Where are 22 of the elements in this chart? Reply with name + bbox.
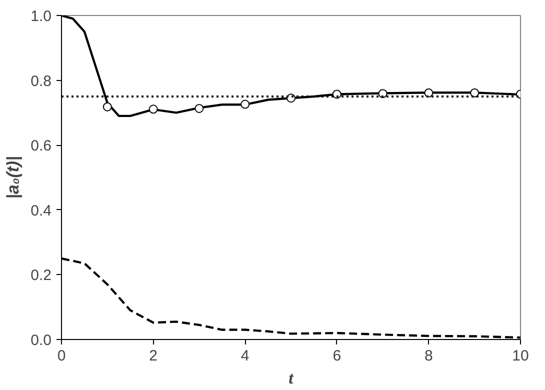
point <box>102 102 112 112</box>
point <box>240 100 250 109</box>
x-tick-label: 4 <box>240 348 250 364</box>
y-axis-title: |a₀(t)| <box>4 156 23 199</box>
y-tick-label: 0.6 <box>30 138 52 155</box>
x-tick-label: 0 <box>57 348 66 364</box>
x-axis-title: t <box>288 368 295 388</box>
point <box>194 104 204 113</box>
x-tick-label: 8 <box>424 348 433 364</box>
x-tick-label: 10 <box>512 348 529 364</box>
x-tick-label: 2 <box>149 348 158 364</box>
y-tick-label: 0.0 <box>30 332 52 349</box>
y-tick-label: 0.4 <box>30 202 52 220</box>
y-tick-label: 1.0 <box>30 8 52 25</box>
y-tick-label: 0.8 <box>30 72 52 90</box>
x-tick-label: 6 <box>332 348 342 364</box>
y-tick-label: 0.2 <box>30 267 52 284</box>
point <box>332 90 342 99</box>
point <box>148 104 158 114</box>
point <box>470 88 480 98</box>
point <box>378 89 388 98</box>
point <box>424 88 434 98</box>
